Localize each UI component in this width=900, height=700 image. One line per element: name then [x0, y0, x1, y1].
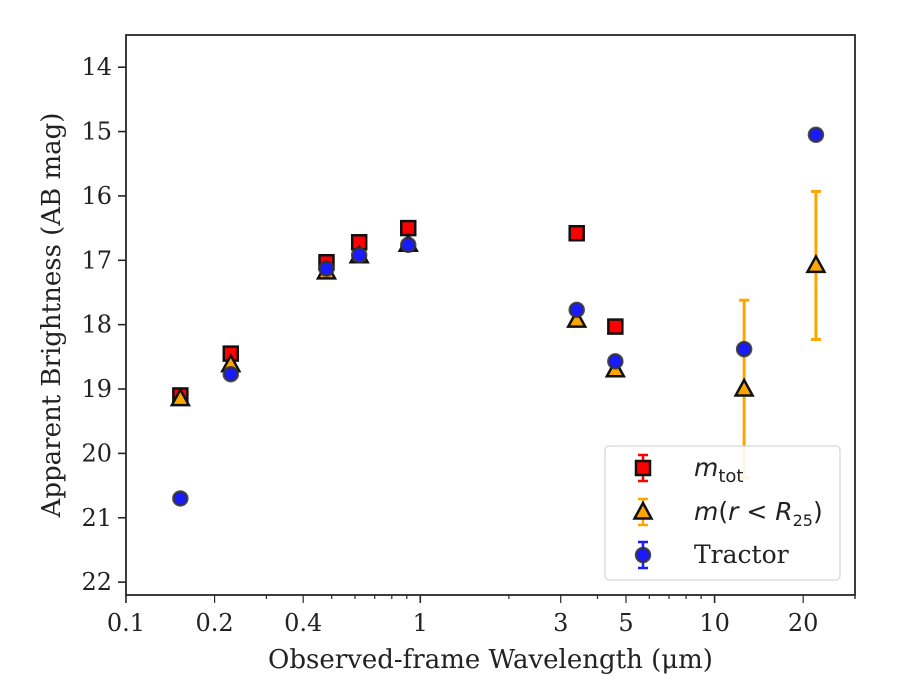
y-axis-label: Apparent Brightness (AB mag)	[37, 113, 67, 519]
x-tick-label: 5	[618, 609, 633, 637]
legend-item: mtot	[634, 453, 744, 487]
y-tick-label: 16	[81, 182, 112, 210]
legend: mtot m(r < R25) Tractor	[604, 445, 841, 581]
y-tick-label: 15	[81, 118, 112, 146]
x-tick-label: 0.2	[196, 609, 234, 637]
y-tick-label: 19	[81, 375, 112, 403]
legend-label: mtot	[694, 453, 744, 487]
data-point	[805, 253, 827, 274]
y-tick-label: 17	[81, 246, 112, 274]
legend-box	[604, 445, 841, 581]
legend-item: Tractor	[634, 540, 789, 570]
series-circle	[172, 126, 825, 507]
legend-label: Tractor	[694, 540, 789, 569]
y-tick-label: 18	[81, 311, 112, 339]
y-tick-label: 21	[81, 504, 112, 532]
legend-marker	[632, 500, 654, 520]
x-axis-label: Observed-frame Wavelength (μm)	[268, 645, 713, 675]
legend-marker	[634, 546, 652, 564]
y-axis: 14 15 16 17 18 19 20 21 22	[81, 53, 126, 596]
legend-label: m(r < R25)	[694, 497, 823, 530]
x-tick-label: 3	[553, 609, 568, 637]
x-axis: 0.1 0.2 0.4 1 3 5 10 20	[107, 595, 856, 637]
x-tick-label: 0.4	[284, 609, 322, 637]
data-point	[733, 377, 755, 397]
legend-marker	[634, 459, 652, 477]
x-tick-label: 20	[788, 609, 819, 637]
y-tick-label: 22	[81, 568, 112, 596]
x-tick-label: 10	[699, 609, 730, 637]
data-markers	[169, 126, 827, 507]
x-tick-label: 0.1	[107, 609, 145, 637]
y-tick-label: 20	[81, 439, 112, 467]
x-tick-label: 1	[413, 609, 428, 637]
y-tick-label: 14	[81, 53, 112, 81]
legend-item: m(r < R25)	[632, 497, 823, 530]
